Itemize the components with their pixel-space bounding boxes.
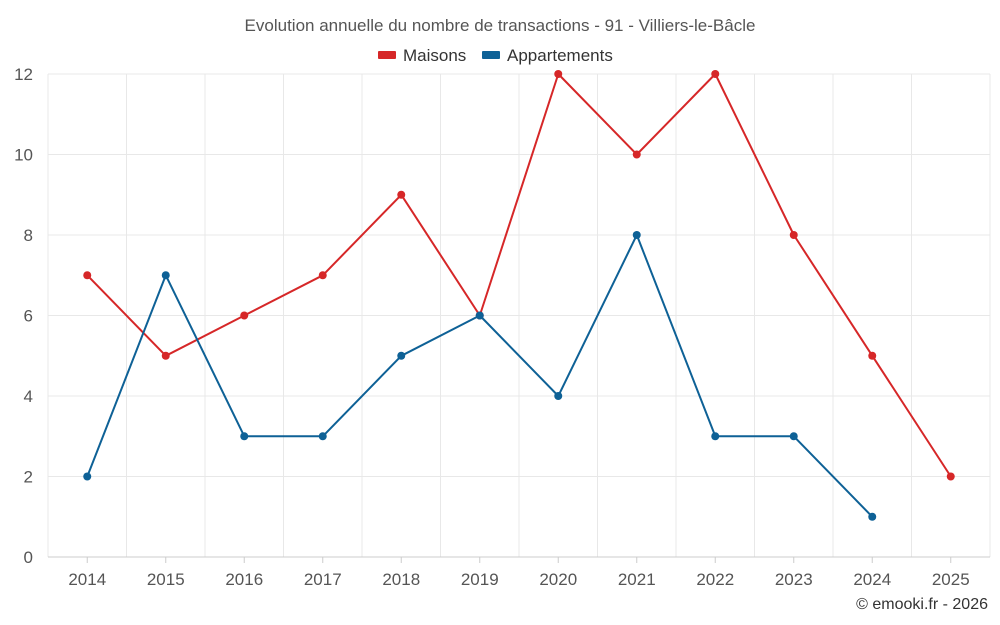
data-point-maisons[interactable] — [946, 472, 955, 481]
data-point-appartements[interactable] — [161, 271, 170, 280]
data-point-appartements[interactable] — [397, 351, 406, 360]
x-tick-label: 2024 — [853, 570, 891, 589]
y-tick-label: 10 — [14, 146, 33, 165]
legend-swatch-maisons — [378, 51, 396, 59]
data-point-appartements[interactable] — [240, 432, 249, 441]
data-point-appartements[interactable] — [475, 311, 484, 320]
legend-label-maisons: Maisons — [403, 46, 466, 65]
y-tick-label: 2 — [24, 468, 33, 487]
data-point-appartements[interactable] — [318, 432, 327, 441]
y-tick-label: 8 — [24, 226, 33, 245]
data-point-appartements[interactable] — [868, 512, 877, 521]
data-point-maisons[interactable] — [789, 231, 798, 239]
axes: 0 2 4 6 8 10 12 2014 2015 2016 2017 2018 2019 2020 202… — [14, 65, 990, 589]
x-tick-label: 2020 — [539, 570, 577, 589]
series-appartements — [83, 231, 877, 521]
data-point-maisons[interactable] — [868, 351, 877, 360]
x-tick-label: 2019 — [461, 570, 499, 589]
data-point-maisons[interactable] — [161, 351, 170, 360]
data-point-appartements[interactable] — [554, 392, 563, 400]
x-tick-label: 2014 — [68, 570, 106, 589]
data-point-appartements[interactable] — [632, 231, 641, 239]
data-point-maisons[interactable] — [397, 190, 406, 199]
x-tick-label: 2018 — [382, 570, 420, 589]
series — [83, 70, 955, 521]
data-point-maisons[interactable] — [711, 70, 720, 78]
y-tick-label: 6 — [24, 307, 33, 326]
chart-title: Evolution annuelle du nombre de transact… — [245, 16, 756, 35]
data-point-appartements[interactable] — [83, 472, 92, 481]
x-tick-label: 2017 — [304, 570, 342, 589]
legend-swatch-appartements — [482, 51, 500, 59]
data-point-appartements[interactable] — [711, 432, 720, 441]
data-point-maisons[interactable] — [632, 150, 641, 159]
legend: Maisons Appartements — [378, 46, 613, 65]
series-line-maisons — [86, 73, 952, 478]
legend-label-appartements: Appartements — [507, 46, 613, 65]
x-tick-label: 2015 — [147, 570, 185, 589]
x-tick-label: 2016 — [225, 570, 263, 589]
x-tick-label: 2022 — [696, 570, 734, 589]
x-tick-label: 2025 — [932, 570, 970, 589]
grid — [47, 73, 991, 557]
x-tick-label: 2021 — [618, 570, 656, 589]
data-point-appartements[interactable] — [789, 432, 798, 441]
data-point-maisons[interactable] — [83, 271, 92, 280]
y-tick-label: 12 — [14, 65, 33, 84]
legend-item-maisons[interactable]: Maisons — [378, 46, 466, 65]
series-maisons — [83, 70, 955, 481]
x-tick-label: 2023 — [775, 570, 813, 589]
y-tick-label: 4 — [24, 387, 33, 406]
data-point-maisons[interactable] — [318, 271, 327, 280]
data-point-maisons[interactable] — [240, 311, 249, 320]
credit-text: © emooki.fr - 2026 — [856, 596, 988, 613]
data-point-maisons[interactable] — [554, 70, 563, 78]
y-tick-label: 0 — [24, 548, 33, 567]
legend-item-appartements[interactable]: Appartements — [482, 46, 613, 65]
